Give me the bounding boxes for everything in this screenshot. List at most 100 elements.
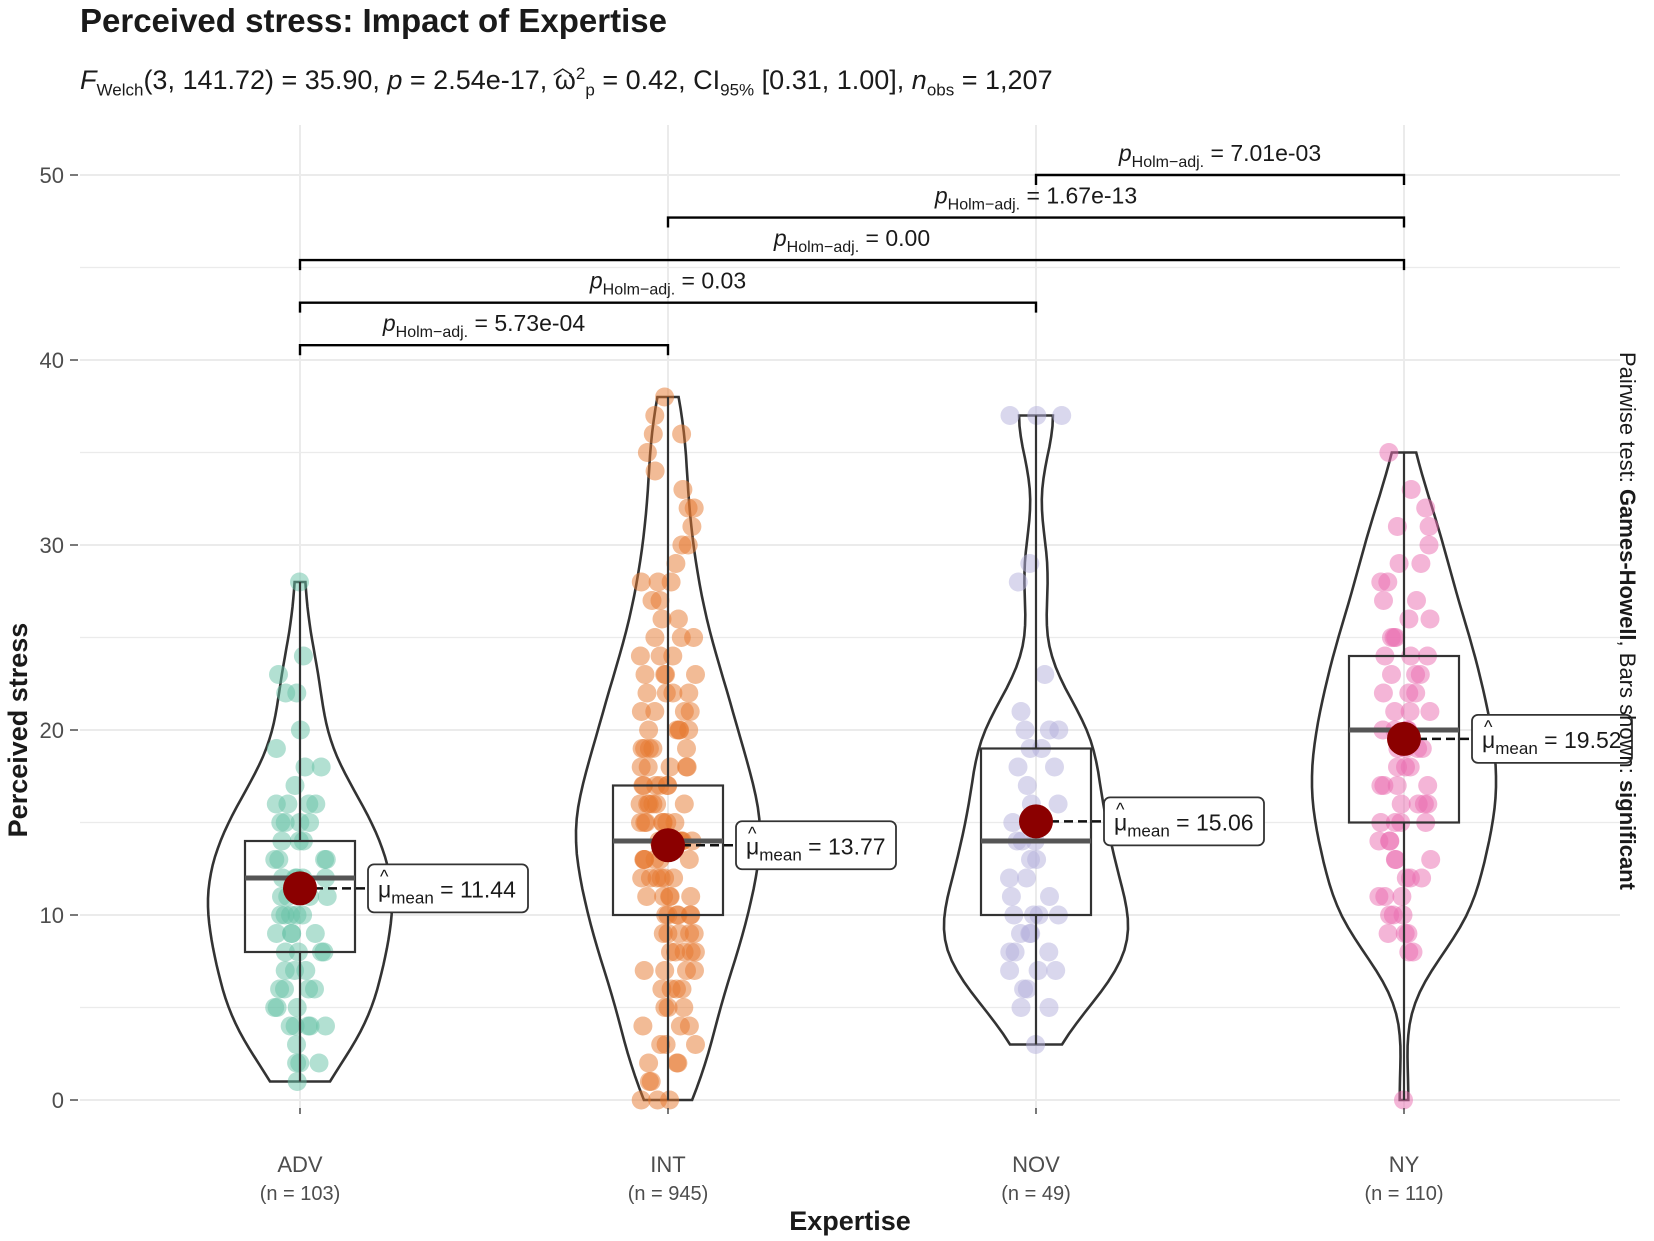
mean-hat-NOV: ^: [1116, 799, 1125, 819]
data-point-NY: [1373, 683, 1393, 703]
pair-label-ADV-NOV: pHolm−adj. = 0.03: [589, 268, 746, 299]
data-point-NOV: [1000, 868, 1019, 888]
data-point-NOV: [1017, 776, 1037, 795]
mean-hat-INT: ^: [748, 823, 757, 843]
box-NY: [1347, 654, 1461, 824]
data-point-INT: [631, 702, 651, 721]
data-point-INT: [634, 850, 654, 869]
point-layer: [265, 387, 1441, 1110]
data-point-INT: [639, 1053, 659, 1073]
mean-label-box-NY: [1471, 713, 1633, 764]
data-point-INT: [677, 757, 697, 777]
data-point-NY: [1385, 702, 1405, 721]
n-value: = 1,207: [954, 65, 1053, 95]
data-point-NOV: [1049, 720, 1069, 740]
caption-middle: , Bars shown:: [1615, 640, 1640, 780]
x-tick-n-NY: (n = 110): [1364, 1183, 1443, 1205]
data-point-ADV: [269, 850, 289, 869]
mean-point-NY: [1387, 721, 1421, 756]
data-point-ADV: [265, 998, 285, 1017]
mean-point-INT: [651, 828, 685, 863]
effect-sup: 2: [575, 64, 586, 83]
data-point-INT: [630, 794, 650, 814]
data-point-INT: [652, 979, 672, 999]
data-point-NOV: [1046, 961, 1066, 980]
x-axis-title: Expertise: [789, 1206, 911, 1236]
data-point-ADV: [285, 776, 305, 795]
ci-value: [0.31, 1.00],: [754, 65, 912, 95]
data-point-INT: [677, 739, 696, 758]
data-point-INT: [674, 794, 694, 814]
x-tick-n-ADV: (n = 103): [260, 1183, 341, 1205]
y-axis-title: Perceived stress: [3, 623, 33, 838]
data-point-INT: [645, 406, 665, 425]
data-point-NOV: [1011, 702, 1031, 721]
data-point-INT: [645, 702, 665, 721]
x-tick-label-ADV: ADV: [277, 1152, 323, 1177]
pair-label-NOV-NY: pHolm−adj. = 7.01e-03: [1118, 140, 1321, 171]
data-point-INT: [684, 628, 704, 647]
data-point-NOV: [1001, 887, 1021, 906]
chart-subtitle: FWelch(3, 141.72) = 35.90, p = 2.54e-17,…: [80, 57, 1053, 100]
mean-layer: μmean = 11.44^μmean = 13.77^ μmean = 15.0…: [283, 713, 1633, 914]
data-point-INT: [634, 961, 654, 980]
n-sub: obs: [926, 80, 955, 100]
mean-label-INT: μmean = 13.77: [746, 833, 886, 864]
data-point-ADV: [293, 646, 313, 666]
data-point-INT: [668, 1053, 688, 1073]
data-point-ADV: [287, 1072, 307, 1091]
data-point-ADV: [300, 813, 320, 832]
x-tick-n-NOV: (n = 49): [1001, 1183, 1070, 1205]
data-point-NY: [1398, 924, 1418, 943]
data-point-NY: [1391, 794, 1411, 814]
data-point-INT: [686, 665, 705, 684]
data-point-INT: [682, 517, 702, 536]
data-point-NY: [1382, 665, 1401, 684]
effect-symbol: ω: [554, 65, 576, 95]
data-point-NY: [1374, 776, 1394, 795]
p-value: = 2.54e-17,: [402, 65, 555, 95]
data-point-INT: [638, 757, 658, 777]
x-tick-label-INT: INT: [650, 1152, 685, 1177]
data-point-NOV: [1039, 998, 1059, 1017]
data-point-INT: [631, 813, 650, 832]
data-point-NY: [1399, 609, 1419, 629]
violin-layer: [206, 395, 1498, 1102]
data-point-INT: [631, 572, 651, 592]
data-point-ADV: [287, 998, 307, 1017]
data-point-INT: [669, 924, 689, 943]
data-point-INT: [684, 498, 704, 518]
data-point-INT: [633, 1016, 653, 1036]
data-point-NOV: [1017, 868, 1036, 888]
mean-label-NOV: μmean = 15.06: [1114, 809, 1254, 840]
data-point-INT: [672, 535, 692, 555]
effect-value: = 0.42, CI: [594, 65, 721, 95]
data-point-ADV: [298, 1016, 318, 1036]
caption-shown: significant: [1615, 779, 1640, 890]
data-point-INT: [652, 609, 672, 629]
data-point-NY: [1406, 683, 1426, 703]
pair-bracket-INT-NY: [666, 216, 1406, 228]
data-point-NOV: [1008, 757, 1028, 777]
data-point-INT: [666, 942, 686, 962]
data-point-NY: [1369, 831, 1389, 851]
data-point-INT: [648, 1090, 668, 1110]
data-point-NY: [1411, 554, 1431, 573]
y-tick-label: 10: [40, 903, 64, 928]
grid-layer: [80, 125, 1620, 1110]
pair-bracket-ADV-NOV: [298, 301, 1038, 313]
data-point-ADV: [282, 924, 302, 943]
data-point-NOV: [1005, 942, 1025, 962]
data-point-INT: [639, 720, 659, 740]
mean-label-box-NOV: [1103, 796, 1265, 847]
pair-label-INT-NY: pHolm−adj. = 1.67e-13: [934, 183, 1137, 214]
data-point-NOV: [1003, 813, 1023, 832]
data-point-INT: [655, 961, 675, 980]
data-point-NY: [1374, 591, 1393, 610]
data-point-NY: [1400, 702, 1420, 721]
data-point-NY: [1419, 517, 1439, 536]
ci-sub: 95%: [720, 80, 755, 100]
data-point-ADV: [280, 1016, 300, 1036]
data-point-INT: [645, 628, 665, 647]
pair-bracket-ADV-NY: [298, 258, 1406, 271]
